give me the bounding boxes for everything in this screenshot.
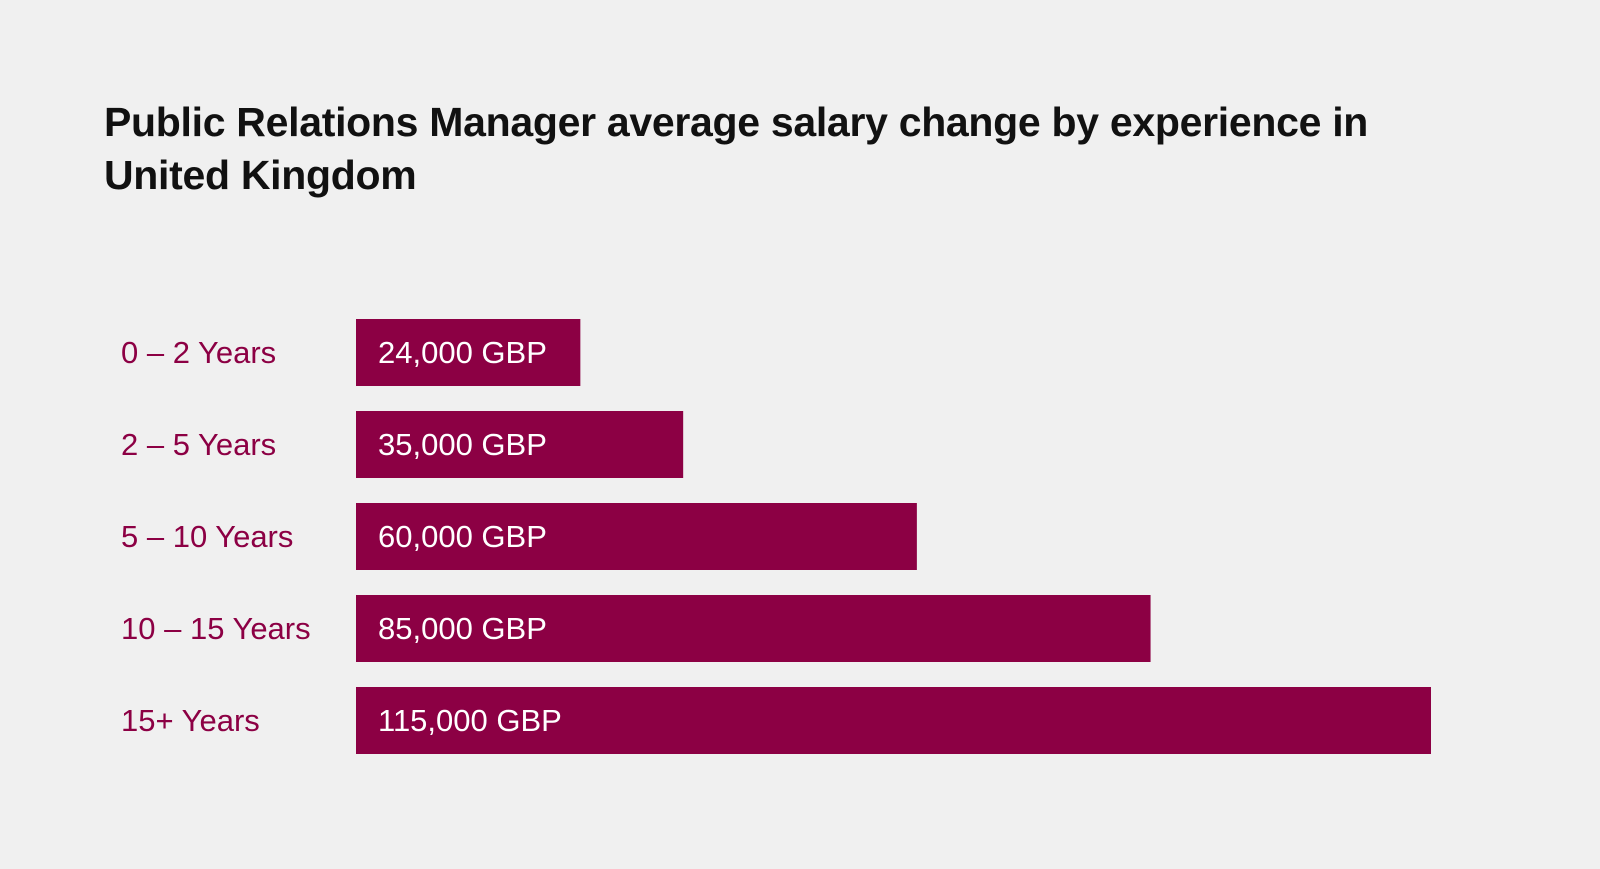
category-label: 10 – 15 Years: [121, 611, 311, 646]
category-label: 5 – 10 Years: [121, 519, 293, 554]
value-label: 60,000 GBP: [378, 519, 547, 554]
value-label: 24,000 GBP: [378, 335, 547, 370]
salary-bar: [356, 595, 1151, 662]
salary-bar: [356, 411, 684, 478]
value-label: 35,000 GBP: [378, 427, 547, 462]
category-label: 0 – 2 Years: [121, 335, 276, 370]
salary-bar: [356, 687, 1431, 754]
bars-group: 0 – 2 Years 24,000 GBP 2 – 5 Years 35,000 G…: [121, 319, 1431, 754]
salary-bar: [356, 319, 581, 386]
value-label: 85,000 GBP: [378, 611, 547, 646]
category-label: 15+ Years: [121, 703, 260, 738]
chart-title: Public Relations Manager average salary …: [104, 99, 1369, 198]
salary-bar: [356, 503, 917, 570]
category-label: 2 – 5 Years: [121, 427, 276, 462]
value-label: 115,000 GBP: [378, 703, 562, 738]
